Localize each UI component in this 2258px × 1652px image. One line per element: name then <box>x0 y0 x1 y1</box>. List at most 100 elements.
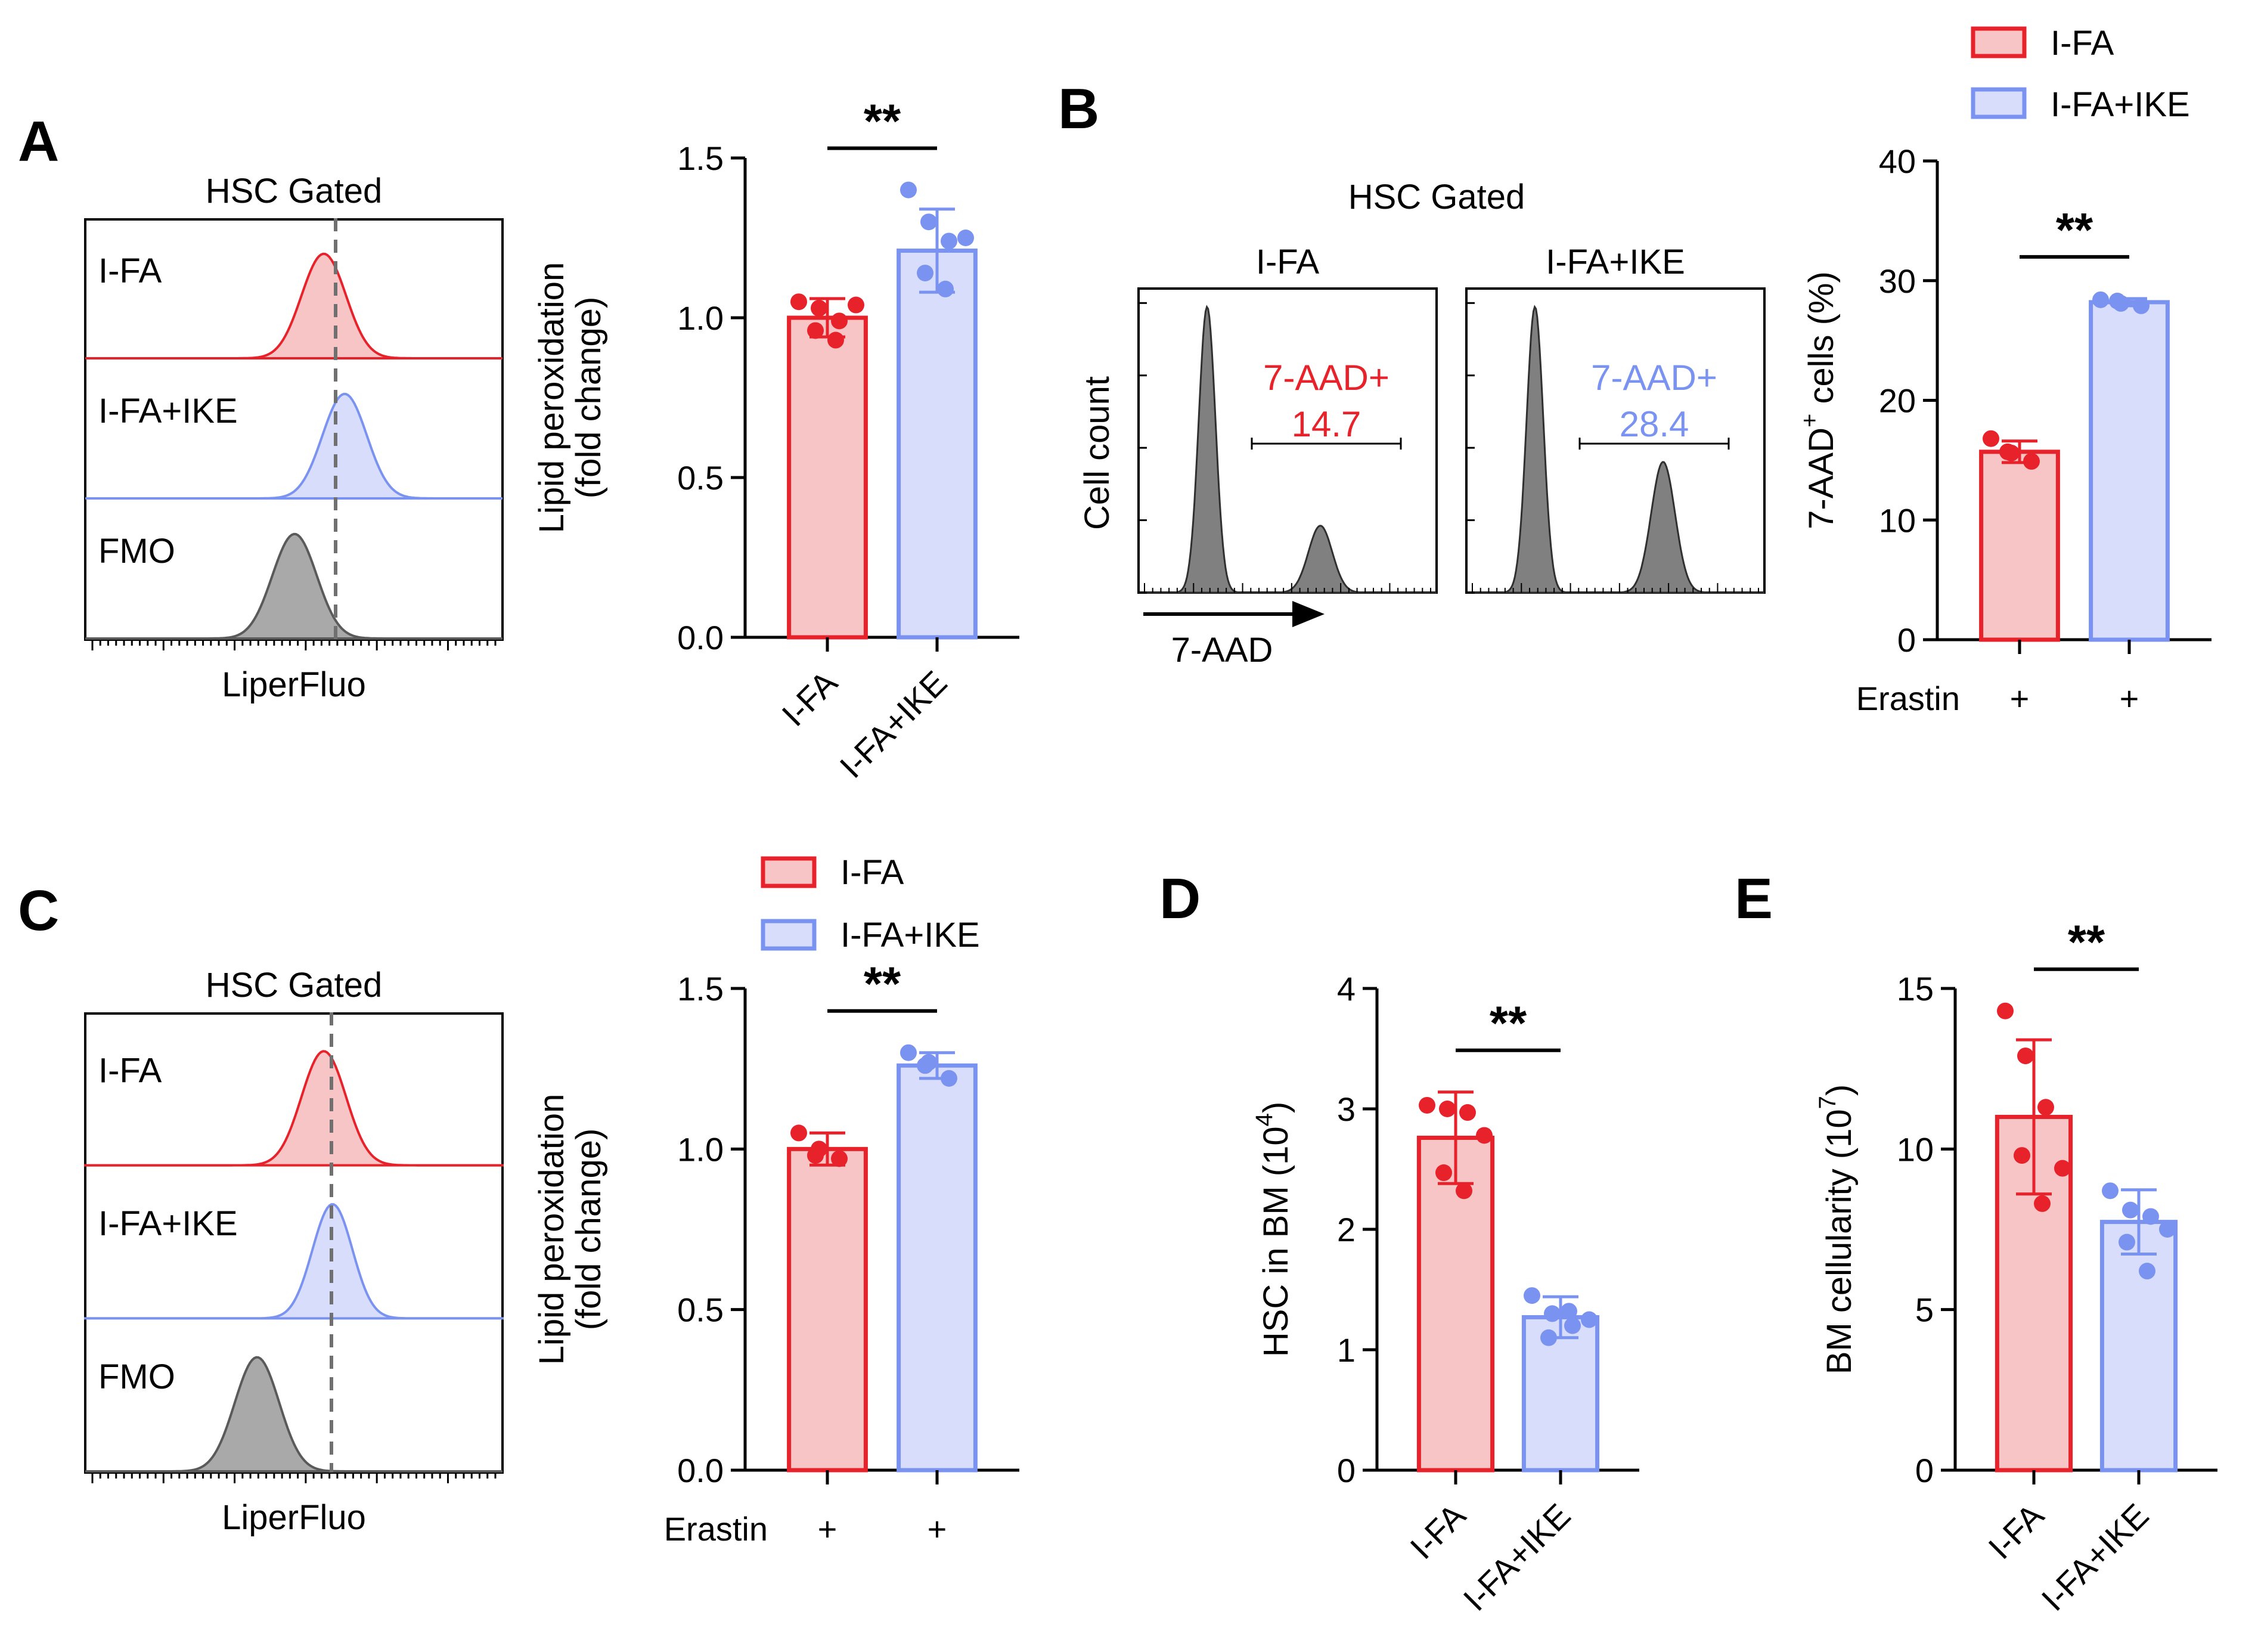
d-point-0 <box>1456 1182 1472 1200</box>
b-significance-label: ** <box>2056 203 2093 256</box>
legend-top: I-FA I-FA+IKE <box>1971 24 2190 124</box>
d-ylabel-end: ) <box>1257 1102 1295 1113</box>
flow-gate-value-0: 14.7 <box>1292 404 1361 444</box>
d-point-0 <box>1419 1096 1435 1114</box>
b-point-0 <box>1983 430 1999 447</box>
e-ylabel-end: ) <box>1820 1084 1859 1096</box>
c-row-label: Erastin <box>664 1510 768 1548</box>
a-point-0 <box>790 293 807 311</box>
a-ytick-label: 1.0 <box>677 299 724 337</box>
d-point-1 <box>1540 1329 1557 1346</box>
a-hist-track-label-0: I-FA <box>98 252 162 290</box>
a-bar-1 <box>897 248 978 640</box>
c-ytick-label: 0.5 <box>677 1291 724 1329</box>
b-point-1 <box>2092 291 2109 308</box>
d-point-0 <box>1439 1101 1456 1117</box>
c-hist-title: HSC Gated <box>206 966 383 1005</box>
d-point-1 <box>1524 1287 1540 1304</box>
chart-e-bar: 0 5 10 15 BM cellularity (107) I-FAI-FA+IKE ** <box>1815 916 2217 1618</box>
a-ytick-label: 1.5 <box>677 140 724 177</box>
d-point-1 <box>1561 1303 1577 1320</box>
e-point-1 <box>2122 1201 2139 1219</box>
a-point-1 <box>937 280 954 297</box>
c-point-1 <box>900 1044 917 1061</box>
d-point-0 <box>1459 1104 1476 1121</box>
b-ylabel-sup: + <box>1797 414 1823 427</box>
b-point-1 <box>2133 297 2150 314</box>
flow-gate-value-1: 28.4 <box>1620 404 1689 444</box>
a-hist-xlabel: LiperFluo <box>222 665 366 704</box>
c-hist-track-label-0: I-FA <box>98 1052 162 1090</box>
b-point-1 <box>2109 292 2126 309</box>
e-point-0 <box>2037 1099 2054 1116</box>
panel-b-ylabel: Cell count <box>1078 376 1116 530</box>
d-point-1 <box>1564 1317 1581 1334</box>
legend-c: I-FA I-FA+IKE <box>761 853 980 954</box>
legend-top-swatch-ifa <box>1971 26 2027 58</box>
d-ytick-label: 3 <box>1337 1090 1356 1128</box>
c-xtick-label-1: + <box>928 1510 947 1548</box>
c-hist-track-label-1: I-FA+IKE <box>98 1204 238 1243</box>
a-point-1 <box>917 264 933 281</box>
a-hist-track-label-2: FMO <box>98 532 175 571</box>
panel-label-d: D <box>1159 867 1201 931</box>
chart-a-bar: 0.0 0.5 1.0 1.5 Lipid peroxidation(fold chan… <box>532 95 1019 785</box>
a-point-0 <box>848 296 864 314</box>
b-ylabel-end: cells (%) <box>1802 271 1841 413</box>
e-point-0 <box>2054 1160 2071 1177</box>
flow-gate-label-0: 7-AAD+ <box>1263 358 1389 398</box>
e-point-0 <box>2034 1195 2051 1212</box>
b-point-0 <box>1999 443 2016 460</box>
c-point-0 <box>831 1150 848 1167</box>
a-point-1 <box>920 213 937 231</box>
e-point-0 <box>1997 1002 2014 1019</box>
flow-plot-histogram-0 <box>1139 305 1437 594</box>
d-point-0 <box>1476 1127 1493 1144</box>
e-point-0 <box>2014 1147 2030 1164</box>
b-row-label: Erastin <box>1856 680 1960 717</box>
e-significance-label: ** <box>2068 916 2105 969</box>
c-xtick-label-0: + <box>818 1510 838 1548</box>
a-point-0 <box>811 299 827 317</box>
flow-gate-label-1: 7-AAD+ <box>1591 358 1717 398</box>
e-ytick-label: 5 <box>1915 1291 1934 1329</box>
c-hist-curve-2 <box>85 1356 503 1473</box>
c-ytick-label: 1.0 <box>677 1130 724 1168</box>
c-ylabel: Lipid peroxidation(fold change) <box>532 1094 608 1365</box>
a-point-1 <box>900 181 917 199</box>
d-bar-1 <box>1521 1315 1600 1473</box>
a-xtick-label-1: I-FA+IKE <box>832 664 954 785</box>
chart-c-bar: 0.0 0.5 1.0 1.5 Lipid peroxidation(fold chan… <box>532 957 1019 1548</box>
flow-plot-title-0: I-FA <box>1256 243 1320 281</box>
e-ytick-label: 15 <box>1897 970 1934 1008</box>
a-ytick-label: 0.5 <box>677 459 724 497</box>
e-xtick-label-1: I-FA+IKE <box>2034 1496 2155 1618</box>
panel-b-title: HSC Gated <box>1348 178 1525 216</box>
panel-a-histogram: HSC Gated I-FA I-FA+IKE FMO LiperFluo <box>84 172 504 704</box>
c-point-0 <box>790 1124 807 1142</box>
b-ytick-label: 10 <box>1879 501 1916 539</box>
c-point-1 <box>917 1057 933 1074</box>
b-ytick-label: 0 <box>1897 621 1916 659</box>
a-point-0 <box>827 331 844 349</box>
d-xtick-label-1: I-FA+IKE <box>1456 1496 1577 1618</box>
d-bar-0 <box>1416 1135 1495 1473</box>
a-ylabel-line2: (fold change) <box>569 297 608 499</box>
legend-c-label-ike: I-FA+IKE <box>840 916 980 954</box>
a-bar-0 <box>787 315 868 640</box>
b-bar-0 <box>1979 450 2060 642</box>
e-point-1 <box>2142 1208 2159 1225</box>
b-bar-1 <box>2089 300 2170 642</box>
flow-plot-title-1: I-FA+IKE <box>1546 243 1685 281</box>
a-ylabel: Lipid peroxidation(fold change) <box>532 262 608 534</box>
b-ytick-label: 20 <box>1879 382 1916 420</box>
e-xtick-label-0: I-FA <box>1981 1496 2051 1566</box>
legend-c-swatch-ike <box>761 919 817 951</box>
e-point-1 <box>2119 1233 2135 1251</box>
panel-label-c: C <box>18 879 59 943</box>
e-bar-1 <box>2099 1220 2178 1473</box>
c-point-0 <box>807 1147 824 1164</box>
e-point-1 <box>2102 1182 2119 1200</box>
